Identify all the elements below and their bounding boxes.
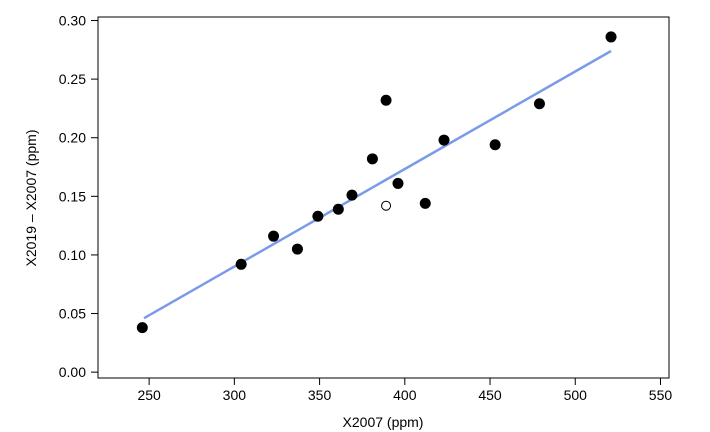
data-points [136, 31, 617, 334]
x-axis-label: X2007 (ppm) [343, 414, 424, 430]
x-tick-label: 350 [308, 387, 332, 403]
y-tick-label: 0.00 [59, 364, 86, 380]
y-tick-label: 0.30 [59, 13, 86, 29]
x-tick-label: 450 [478, 387, 502, 403]
y-axis-ticks: 0.00 0.05 0.10 0.15 0.20 0.25 0.30 [59, 13, 98, 380]
fit-line [143, 49, 612, 320]
y-axis-label: X2019 – X2007 (ppm) [23, 130, 39, 267]
y-tick-label: 0.10 [59, 247, 86, 263]
data-point [332, 203, 344, 215]
data-point [419, 197, 431, 209]
y-tick-label: 0.20 [59, 130, 86, 146]
data-point [533, 98, 545, 110]
y-tick-label: 0.15 [59, 188, 86, 204]
x-axis-ticks: 250 300 350 400 450 500 550 [137, 378, 672, 403]
y-tick-label: 0.05 [59, 306, 86, 322]
data-point [235, 258, 247, 270]
x-tick-label: 500 [564, 387, 588, 403]
plot-frame [97, 16, 670, 379]
data-point [392, 177, 404, 189]
data-point [605, 31, 617, 43]
x-tick-label: 250 [137, 387, 161, 403]
x-tick-label: 400 [393, 387, 417, 403]
data-point [291, 243, 303, 255]
data-point [489, 139, 501, 151]
data-point [438, 134, 450, 146]
x-tick-label: 300 [223, 387, 247, 403]
x-tick-label: 550 [649, 387, 673, 403]
data-point [380, 94, 392, 106]
data-point [268, 230, 280, 242]
data-point [346, 189, 358, 201]
data-point [312, 210, 324, 222]
data-point [136, 322, 148, 334]
data-point-hollow [381, 200, 392, 211]
fit-line-group [143, 49, 612, 320]
data-point [366, 153, 378, 165]
y-tick-label: 0.25 [59, 71, 86, 87]
